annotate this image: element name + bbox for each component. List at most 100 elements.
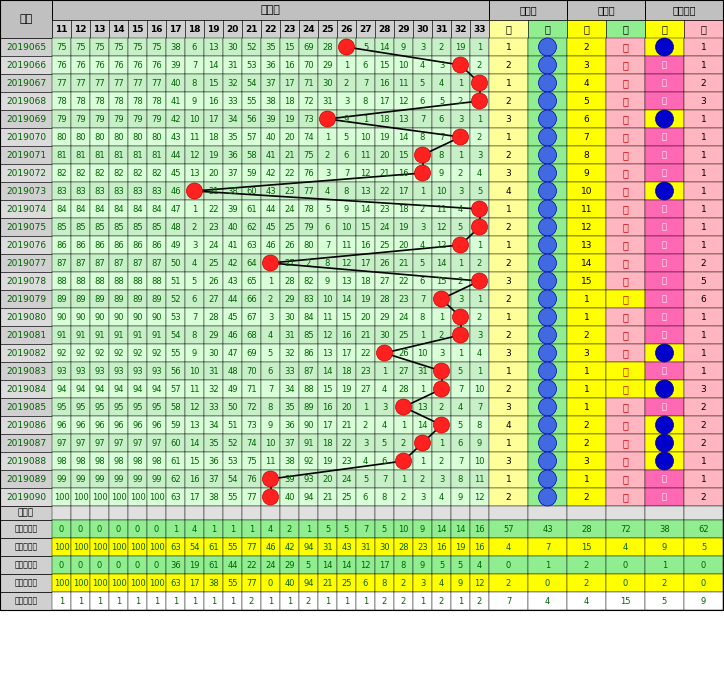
Bar [318, 218, 337, 236]
Text: 2: 2 [439, 366, 444, 376]
Text: 16: 16 [379, 78, 390, 87]
Text: 合: 合 [623, 240, 628, 250]
Bar [242, 416, 261, 434]
Bar [185, 218, 204, 236]
Text: 27: 27 [359, 24, 372, 34]
Bar [375, 200, 394, 218]
Text: 合: 合 [623, 42, 628, 52]
Text: 7: 7 [363, 524, 369, 533]
Bar [318, 236, 337, 254]
Bar [528, 538, 567, 556]
Bar [470, 520, 489, 538]
Bar [166, 20, 185, 38]
Bar [413, 20, 432, 38]
Text: 0: 0 [506, 560, 511, 570]
Bar [413, 164, 432, 182]
Bar [375, 74, 394, 92]
Bar [432, 520, 451, 538]
Text: 21: 21 [285, 151, 295, 160]
Text: 17: 17 [379, 560, 390, 570]
Bar [375, 574, 394, 592]
Text: 8: 8 [192, 330, 197, 339]
Text: 15: 15 [285, 43, 295, 52]
Text: 2: 2 [701, 403, 707, 412]
Bar [645, 164, 684, 182]
Bar [71, 38, 90, 56]
Bar [185, 236, 204, 254]
Bar [128, 272, 147, 290]
Text: 合: 合 [623, 96, 628, 106]
Bar [242, 74, 261, 92]
Bar [128, 182, 147, 200]
Bar [147, 110, 166, 128]
Bar [567, 272, 606, 290]
Bar [645, 380, 684, 398]
Bar [470, 146, 489, 164]
Bar [470, 272, 489, 290]
Text: 1: 1 [173, 524, 178, 533]
Bar [567, 182, 606, 200]
Text: 7: 7 [506, 597, 511, 605]
Bar [223, 506, 242, 520]
Bar [242, 470, 261, 488]
Bar [109, 272, 128, 290]
Bar [470, 362, 489, 380]
Text: 小: 小 [662, 330, 667, 339]
Text: 3: 3 [477, 151, 482, 160]
Bar [0, 592, 52, 610]
Bar [0, 488, 52, 506]
Text: 4: 4 [458, 403, 463, 412]
Text: 21: 21 [322, 493, 333, 501]
Text: 34: 34 [285, 385, 295, 394]
Text: 2: 2 [505, 385, 511, 394]
Bar [606, 164, 645, 182]
Text: 87: 87 [132, 258, 143, 267]
Bar [432, 290, 451, 308]
Bar [337, 38, 356, 56]
Bar [185, 380, 204, 398]
Text: 12: 12 [75, 24, 87, 34]
Text: 30: 30 [227, 43, 237, 52]
Bar [128, 110, 147, 128]
Bar [413, 200, 432, 218]
Text: 78: 78 [56, 96, 67, 105]
Text: 偶: 偶 [545, 475, 550, 484]
Bar [0, 398, 52, 416]
Bar [489, 380, 528, 398]
Bar [318, 398, 337, 416]
Circle shape [539, 236, 557, 254]
Text: 小: 小 [662, 61, 667, 70]
Text: 14: 14 [379, 43, 390, 52]
Bar [109, 416, 128, 434]
Bar [223, 434, 242, 452]
Circle shape [319, 111, 335, 127]
Text: 9: 9 [344, 114, 349, 124]
Text: 1: 1 [701, 114, 707, 124]
Text: 78: 78 [113, 96, 124, 105]
Text: 76: 76 [94, 61, 105, 70]
Bar [567, 218, 606, 236]
Text: 100: 100 [130, 542, 146, 551]
Bar [109, 326, 128, 344]
Bar [223, 110, 242, 128]
Text: 57: 57 [170, 385, 181, 394]
Bar [375, 254, 394, 272]
Text: 29: 29 [285, 560, 295, 570]
Text: 10: 10 [189, 114, 200, 124]
Text: 4: 4 [382, 385, 387, 394]
Bar [567, 128, 606, 146]
Bar [489, 218, 528, 236]
Bar [318, 56, 337, 74]
Bar [128, 20, 147, 38]
Bar [128, 92, 147, 110]
Bar [684, 398, 723, 416]
Bar [528, 182, 567, 200]
Bar [185, 326, 204, 344]
Text: 0: 0 [623, 579, 628, 588]
Text: 94: 94 [303, 493, 313, 501]
Text: 13: 13 [417, 403, 428, 412]
Text: 100: 100 [72, 579, 88, 588]
Text: 19: 19 [379, 133, 390, 142]
Text: 奇: 奇 [545, 78, 550, 87]
Text: 23: 23 [360, 366, 371, 376]
